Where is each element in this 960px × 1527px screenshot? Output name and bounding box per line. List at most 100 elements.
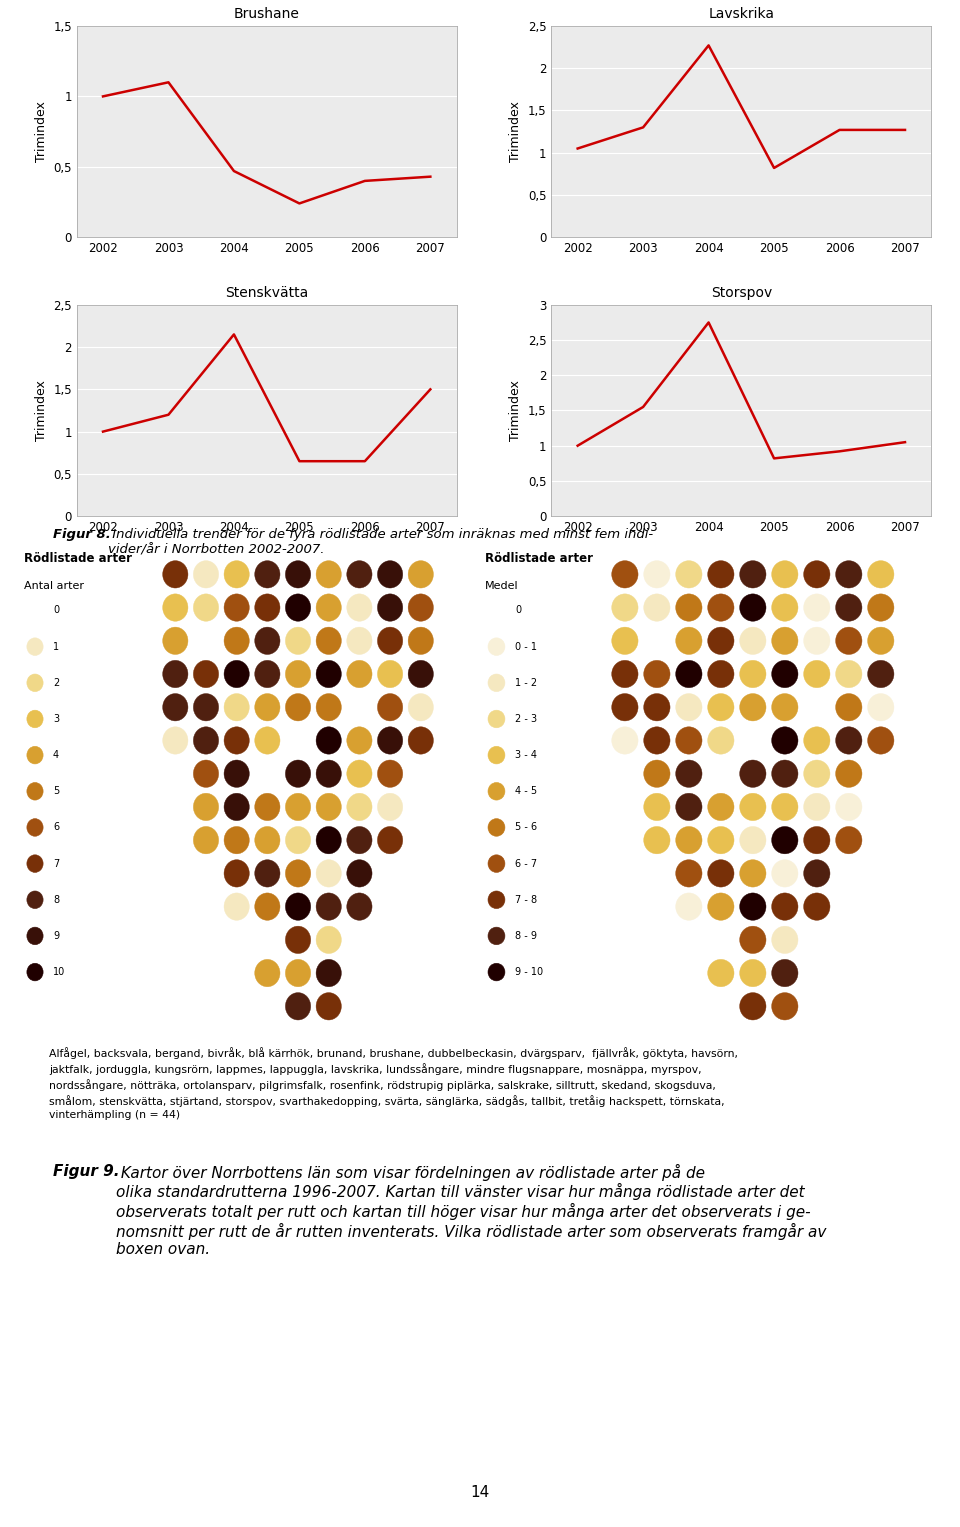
Circle shape xyxy=(708,660,734,687)
Circle shape xyxy=(27,747,43,764)
Circle shape xyxy=(708,927,734,953)
Circle shape xyxy=(772,560,798,588)
Circle shape xyxy=(488,602,505,620)
Circle shape xyxy=(285,927,311,953)
Circle shape xyxy=(676,727,702,754)
Circle shape xyxy=(835,760,862,788)
Circle shape xyxy=(772,727,798,754)
Circle shape xyxy=(408,594,433,621)
Circle shape xyxy=(488,964,505,980)
Circle shape xyxy=(27,710,43,728)
Circle shape xyxy=(162,693,188,721)
Circle shape xyxy=(224,727,250,754)
Circle shape xyxy=(316,860,342,887)
Circle shape xyxy=(193,693,219,721)
Circle shape xyxy=(193,793,219,820)
Circle shape xyxy=(224,628,250,655)
Circle shape xyxy=(676,760,702,788)
Circle shape xyxy=(377,660,403,687)
Circle shape xyxy=(254,660,280,687)
Circle shape xyxy=(316,826,342,854)
Circle shape xyxy=(708,594,734,621)
Circle shape xyxy=(644,727,670,754)
Text: Rödlistade arter: Rödlistade arter xyxy=(24,551,132,565)
Circle shape xyxy=(347,826,372,854)
Circle shape xyxy=(488,710,505,728)
Circle shape xyxy=(285,993,311,1020)
Y-axis label: Trimindex: Trimindex xyxy=(35,380,48,441)
Circle shape xyxy=(224,760,250,788)
Circle shape xyxy=(316,628,342,655)
Circle shape xyxy=(835,826,862,854)
Text: 7: 7 xyxy=(53,858,60,869)
Circle shape xyxy=(868,560,894,588)
Circle shape xyxy=(676,594,702,621)
Text: Antal arter: Antal arter xyxy=(24,582,84,591)
Text: 3 - 4: 3 - 4 xyxy=(516,750,538,760)
Circle shape xyxy=(772,628,798,655)
Circle shape xyxy=(488,927,505,945)
Circle shape xyxy=(193,826,219,854)
Circle shape xyxy=(377,628,403,655)
Circle shape xyxy=(708,560,734,588)
Circle shape xyxy=(193,560,219,588)
Text: Kartor över Norrbottens län som visar fördelningen av rödlistade arter på de
oli: Kartor över Norrbottens län som visar fö… xyxy=(116,1164,827,1257)
Circle shape xyxy=(193,594,219,621)
Circle shape xyxy=(316,927,342,953)
Circle shape xyxy=(676,660,702,687)
Circle shape xyxy=(835,693,862,721)
Circle shape xyxy=(612,660,638,687)
Circle shape xyxy=(254,628,280,655)
Circle shape xyxy=(835,560,862,588)
Circle shape xyxy=(254,959,280,986)
Text: 9: 9 xyxy=(53,931,60,941)
Circle shape xyxy=(224,560,250,588)
Circle shape xyxy=(408,660,433,687)
Circle shape xyxy=(316,959,342,986)
Text: 5 - 6: 5 - 6 xyxy=(516,823,538,832)
Title: Brushane: Brushane xyxy=(233,6,300,21)
Circle shape xyxy=(488,855,505,872)
Circle shape xyxy=(285,660,311,687)
Circle shape xyxy=(316,760,342,788)
Circle shape xyxy=(739,860,766,887)
Circle shape xyxy=(347,660,372,687)
Circle shape xyxy=(644,826,670,854)
Circle shape xyxy=(27,927,43,945)
Y-axis label: Trimindex: Trimindex xyxy=(510,380,522,441)
Circle shape xyxy=(285,959,311,986)
Circle shape xyxy=(254,727,280,754)
Circle shape xyxy=(804,760,830,788)
Title: Stenskvätta: Stenskvätta xyxy=(225,286,308,299)
Circle shape xyxy=(162,660,188,687)
Circle shape xyxy=(347,860,372,887)
Text: 8: 8 xyxy=(53,895,60,906)
Circle shape xyxy=(772,826,798,854)
Circle shape xyxy=(377,727,403,754)
Circle shape xyxy=(347,628,372,655)
Circle shape xyxy=(708,959,734,986)
Circle shape xyxy=(612,727,638,754)
Circle shape xyxy=(316,893,342,921)
Circle shape xyxy=(254,993,280,1020)
Circle shape xyxy=(772,993,798,1020)
Circle shape xyxy=(316,793,342,820)
Text: 0: 0 xyxy=(53,606,60,615)
Text: 3: 3 xyxy=(53,715,60,724)
Text: 4 - 5: 4 - 5 xyxy=(516,786,538,796)
Circle shape xyxy=(868,660,894,687)
Circle shape xyxy=(27,602,43,620)
Circle shape xyxy=(739,993,766,1020)
Circle shape xyxy=(804,560,830,588)
Circle shape xyxy=(193,660,219,687)
Circle shape xyxy=(285,893,311,921)
Circle shape xyxy=(254,793,280,820)
Circle shape xyxy=(27,855,43,872)
Circle shape xyxy=(347,893,372,921)
Circle shape xyxy=(162,628,188,655)
Circle shape xyxy=(644,560,670,588)
Circle shape xyxy=(254,860,280,887)
Circle shape xyxy=(408,727,433,754)
Circle shape xyxy=(739,727,766,754)
Text: 8 - 9: 8 - 9 xyxy=(516,931,538,941)
